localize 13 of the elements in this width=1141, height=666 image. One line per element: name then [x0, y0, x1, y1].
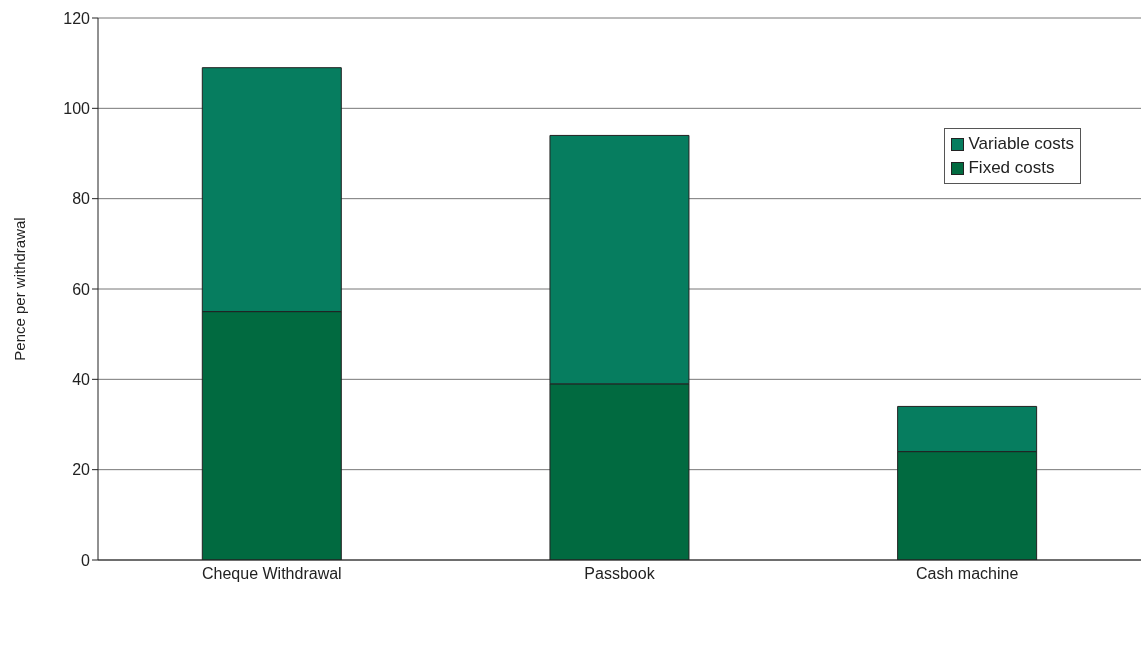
x-tick-label: Cheque Withdrawal — [202, 565, 342, 583]
y-axis-title: Pence per withdrawal — [11, 217, 29, 361]
x-tick-label: Cash machine — [916, 565, 1019, 583]
y-tick-label: 100 — [63, 100, 91, 118]
y-tick-label: 80 — [72, 190, 91, 208]
y-tick-label: 60 — [72, 280, 91, 298]
y-tick-label: 40 — [72, 371, 91, 389]
y-tick-label: 120 — [63, 9, 91, 27]
legend-label: Variable costs — [968, 133, 1074, 155]
legend-label: Fixed costs — [968, 157, 1055, 179]
y-tick-label: 20 — [72, 461, 91, 479]
y-tick-label: 0 — [81, 551, 91, 569]
x-tick-label: Passbook — [584, 565, 656, 583]
